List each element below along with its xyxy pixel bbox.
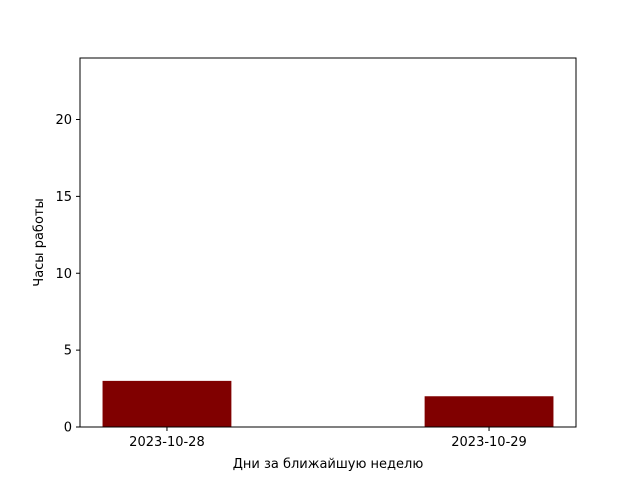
x-tick-label-2023-10-29: 2023-10-29 bbox=[451, 435, 527, 450]
x-axis: 2023-10-28 2023-10-29 bbox=[129, 427, 527, 450]
bar-2023-10-29 bbox=[424, 396, 554, 427]
y-tick-label-0: 0 bbox=[64, 421, 72, 436]
x-tick-label-2023-10-28: 2023-10-28 bbox=[129, 435, 205, 450]
y-tick-label-10: 10 bbox=[55, 267, 72, 282]
y-tick-label-20: 20 bbox=[55, 113, 72, 128]
y-axis-label: Часы работы bbox=[32, 198, 47, 286]
y-tick-label-5: 5 bbox=[64, 344, 72, 359]
y-axis: 0 5 10 15 20 bbox=[55, 113, 80, 436]
bars-group bbox=[102, 380, 554, 427]
bar-2023-10-28 bbox=[102, 380, 232, 427]
y-tick-label-15: 15 bbox=[55, 190, 72, 205]
x-axis-label: Дни за ближайшую неделю bbox=[233, 457, 424, 472]
plot-frame bbox=[79, 57, 577, 428]
